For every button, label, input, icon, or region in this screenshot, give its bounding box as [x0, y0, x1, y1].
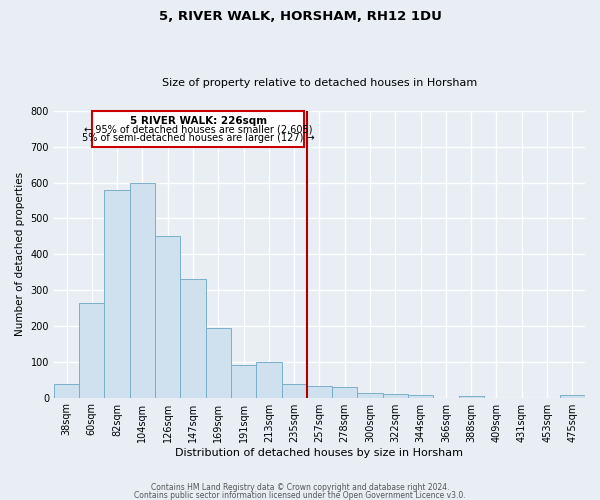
Title: Size of property relative to detached houses in Horsham: Size of property relative to detached ho…	[162, 78, 477, 88]
Bar	[281, 384, 307, 398]
Bar	[231, 366, 256, 398]
Text: ← 95% of detached houses are smaller (2,605): ← 95% of detached houses are smaller (2,…	[84, 124, 313, 134]
Bar	[130, 182, 155, 398]
Bar	[206, 328, 231, 398]
Bar	[256, 362, 281, 398]
Text: 5 RIVER WALK: 226sqm: 5 RIVER WALK: 226sqm	[130, 116, 266, 126]
Bar	[104, 190, 130, 398]
Text: 5, RIVER WALK, HORSHAM, RH12 1DU: 5, RIVER WALK, HORSHAM, RH12 1DU	[158, 10, 442, 23]
Bar	[307, 386, 332, 398]
FancyBboxPatch shape	[92, 111, 304, 147]
Bar	[332, 387, 358, 398]
Bar	[79, 302, 104, 398]
Bar	[560, 394, 585, 398]
Text: Contains public sector information licensed under the Open Government Licence v3: Contains public sector information licen…	[134, 491, 466, 500]
Bar	[54, 384, 79, 398]
Text: Contains HM Land Registry data © Crown copyright and database right 2024.: Contains HM Land Registry data © Crown c…	[151, 484, 449, 492]
Bar	[458, 396, 484, 398]
Bar	[155, 236, 181, 398]
Text: 5% of semi-detached houses are larger (127) →: 5% of semi-detached houses are larger (1…	[82, 133, 314, 143]
Y-axis label: Number of detached properties: Number of detached properties	[15, 172, 25, 336]
X-axis label: Distribution of detached houses by size in Horsham: Distribution of detached houses by size …	[175, 448, 463, 458]
Bar	[358, 393, 383, 398]
Bar	[408, 394, 433, 398]
Bar	[383, 394, 408, 398]
Bar	[181, 280, 206, 398]
